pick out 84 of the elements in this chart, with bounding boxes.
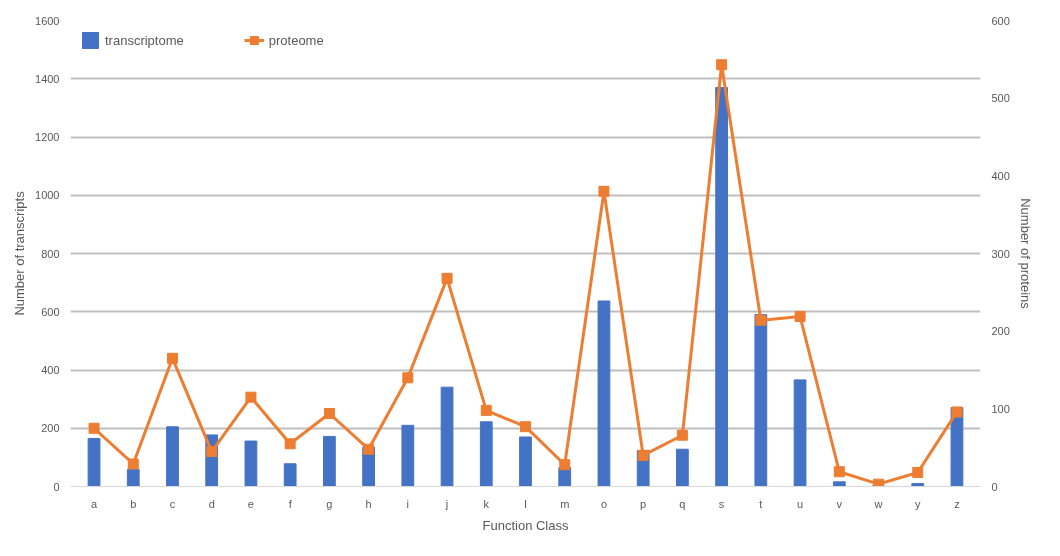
x-tick-label: d [208, 497, 215, 510]
point [755, 314, 767, 326]
bar [283, 463, 297, 487]
y2-tick-label: 400 [991, 169, 1010, 182]
bar [166, 426, 179, 487]
y-tick-label: 400 [41, 364, 60, 376]
y-tick-label: 1000 [35, 189, 60, 202]
x-tick-label: e [247, 497, 254, 510]
bar [126, 469, 140, 487]
bar [323, 435, 336, 487]
x-tick-label: v [836, 497, 843, 510]
y-tick-label: 1400 [35, 72, 60, 85]
point [363, 443, 375, 455]
bar [244, 440, 258, 487]
y-tick-label: 200 [41, 422, 60, 435]
bar [401, 424, 415, 487]
point [794, 310, 806, 322]
y-axis-title: Number of transcripts [12, 190, 28, 316]
bar [440, 386, 454, 487]
x-tick-label: i [406, 497, 410, 510]
x-tick-label: t [759, 497, 763, 510]
point [284, 438, 296, 450]
point [127, 458, 139, 470]
x-tick-label: a [90, 497, 98, 510]
x-tick-label: g [326, 497, 333, 510]
point [559, 459, 571, 471]
bar [676, 448, 689, 487]
bar [479, 421, 493, 487]
x-tick-label: s [718, 497, 725, 510]
x-tick-label: z [954, 497, 960, 510]
point [833, 466, 845, 478]
y2-axis-title: Number of proteins [1017, 198, 1033, 310]
bar [911, 483, 925, 487]
y-tick-label: 800 [41, 247, 60, 260]
y-tick-label: 1200 [35, 131, 60, 143]
bar [832, 481, 846, 487]
point [912, 467, 924, 479]
point [676, 429, 688, 441]
y2-tick-label: 300 [991, 247, 1010, 260]
point [441, 272, 453, 284]
y-tick-label: 1600 [35, 14, 60, 27]
x-tick-label: j [444, 497, 449, 510]
point [598, 185, 610, 197]
bar [793, 379, 807, 487]
point [873, 478, 885, 487]
x-tick-label: o [600, 497, 608, 510]
y2-tick-label: 600 [991, 14, 1010, 27]
y2-tick-label: 200 [991, 325, 1010, 338]
legend-label: proteome [268, 32, 324, 48]
point [637, 449, 649, 461]
bar [597, 300, 611, 487]
point [166, 352, 178, 364]
x-tick-label: w [873, 497, 883, 510]
point [520, 421, 531, 433]
point [206, 446, 218, 458]
point [951, 406, 963, 418]
x-tick-label: c [169, 497, 176, 510]
y-tick-label: 600 [41, 305, 60, 318]
point [402, 372, 414, 384]
x-tick-label: y [914, 497, 921, 510]
y2-tick-label: 0 [991, 480, 998, 493]
x-tick-label: f [288, 497, 293, 510]
point [323, 407, 335, 419]
x-tick-label: u [797, 497, 804, 510]
x-tick-label: m [560, 497, 570, 510]
y2-tick-label: 500 [991, 92, 1010, 105]
legend-label: transcriptome [105, 32, 184, 48]
x-tick-label: k [483, 497, 490, 510]
x-tick-label: p [640, 497, 647, 510]
x-axis-title: Function Class [482, 517, 569, 533]
bar [754, 314, 768, 487]
x-tick-label: b [130, 497, 137, 510]
x-tick-label: q [679, 497, 686, 510]
x-tick-label: l [524, 497, 527, 510]
x-tick-label: h [365, 497, 372, 510]
point [716, 59, 728, 71]
point [245, 391, 257, 403]
point [88, 422, 100, 434]
y-tick-label: 0 [53, 480, 60, 493]
bar [715, 86, 728, 487]
y2-tick-label: 100 [991, 402, 1010, 415]
point [480, 404, 492, 416]
bar [87, 437, 101, 487]
bar [519, 436, 532, 487]
